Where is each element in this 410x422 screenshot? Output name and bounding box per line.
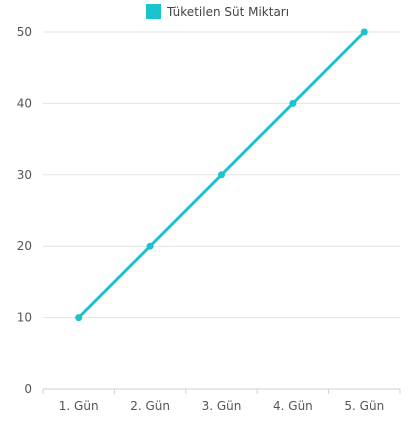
y-tick-label: 20 bbox=[17, 239, 32, 253]
y-tick-label: 40 bbox=[17, 96, 32, 110]
x-tick-label: 4. Gün bbox=[273, 399, 313, 413]
legend[interactable]: Tüketilen Süt Miktarı bbox=[146, 4, 289, 19]
y-tick-label: 0 bbox=[24, 382, 32, 396]
y-tick-label: 50 bbox=[17, 25, 32, 39]
grid bbox=[43, 31, 400, 390]
x-tick-label: 2. Gün bbox=[130, 399, 170, 413]
x-tick-label: 3. Gün bbox=[202, 399, 242, 413]
legend-swatch bbox=[146, 4, 161, 19]
legend-label: Tüketilen Süt Miktarı bbox=[166, 5, 289, 19]
data-point[interactable] bbox=[289, 99, 297, 107]
x-tick-label: 1. Gün bbox=[59, 399, 99, 413]
data-point[interactable] bbox=[146, 242, 154, 250]
x-tick-label: 5. Gün bbox=[344, 399, 384, 413]
data-point[interactable] bbox=[360, 28, 368, 36]
y-tick-label: 10 bbox=[17, 311, 32, 325]
y-tick-label: 30 bbox=[17, 168, 32, 182]
x-axis: 1. Gün 2. Gün 3. Gün 4. Gün 5. Gün bbox=[42, 389, 401, 413]
data-point[interactable] bbox=[218, 171, 225, 179]
y-axis: 0 10 20 30 40 50 bbox=[17, 25, 32, 396]
series-layer bbox=[75, 28, 368, 322]
data-point[interactable] bbox=[75, 314, 83, 322]
